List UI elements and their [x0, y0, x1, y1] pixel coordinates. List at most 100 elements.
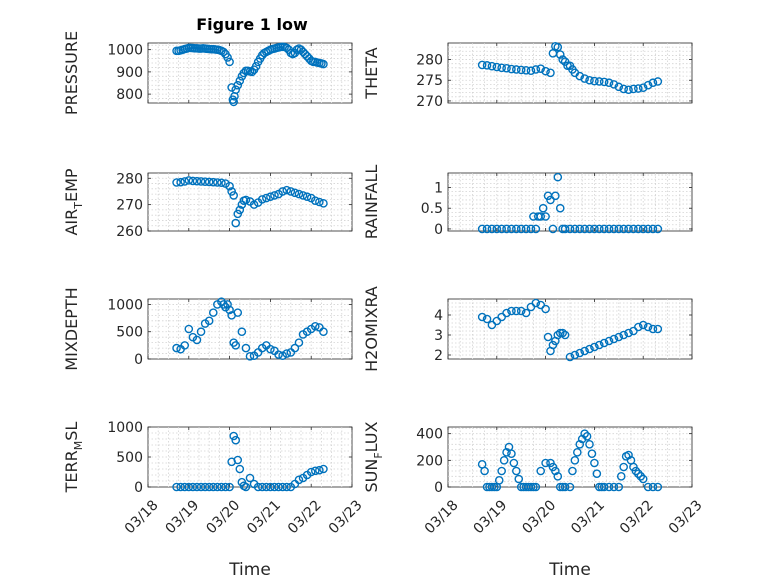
data-point	[629, 84, 638, 94]
y-tick-label: 400	[416, 427, 443, 443]
axes-box	[447, 426, 693, 488]
data-point	[541, 66, 550, 76]
y-tick-label: 2	[434, 348, 443, 364]
data-point	[257, 195, 267, 204]
data-point	[619, 84, 628, 94]
data-point	[310, 321, 320, 331]
data-point	[310, 466, 320, 476]
data-point	[290, 188, 300, 198]
data-point	[180, 177, 190, 186]
data-point	[270, 482, 279, 492]
data-point	[609, 224, 619, 234]
data-point	[512, 65, 521, 74]
data-point	[565, 482, 575, 492]
data-point	[648, 482, 658, 492]
y-tick-label: 900	[116, 65, 143, 81]
data-point	[565, 224, 575, 234]
data-point	[558, 55, 567, 64]
y-tick-label: 0.5	[421, 201, 443, 217]
data-point	[294, 189, 304, 199]
y-axis-label: H2OMIXRA	[362, 286, 381, 372]
data-point	[319, 464, 328, 474]
data-point	[223, 300, 232, 309]
data-point	[629, 224, 638, 234]
data-point	[634, 322, 643, 332]
y-tick-label: 0	[134, 480, 143, 496]
data-point	[208, 177, 218, 187]
y-tick-label: 270	[116, 198, 143, 214]
data-point	[638, 320, 648, 330]
data-point	[575, 71, 585, 81]
data-point	[624, 85, 633, 95]
x-axis-label: Time	[548, 560, 591, 580]
data-point	[619, 224, 628, 234]
data-point	[192, 482, 202, 492]
data-point	[634, 224, 643, 234]
data-point	[582, 432, 592, 441]
data-point	[482, 314, 492, 324]
data-point	[543, 332, 553, 342]
data-point	[233, 308, 243, 317]
data-point	[176, 177, 185, 187]
data-point	[594, 224, 604, 234]
data-point	[286, 187, 296, 196]
data-point	[614, 224, 624, 234]
data-point	[526, 66, 536, 76]
y-tick-label: 500	[116, 450, 143, 466]
y-tick-label: 3	[434, 328, 443, 344]
data-point	[516, 224, 526, 234]
data-point	[482, 61, 492, 70]
data-point	[477, 312, 487, 322]
y-tick-label: 1000	[107, 420, 143, 436]
data-point	[502, 224, 511, 234]
data-point	[221, 482, 230, 492]
data-point	[653, 224, 663, 234]
subplot-4: 0 0.5 1 RAINFALL	[362, 165, 693, 239]
data-point	[249, 200, 259, 209]
data-point	[551, 466, 560, 476]
data-point	[229, 97, 238, 107]
data-point	[604, 224, 614, 234]
data-point	[585, 344, 594, 354]
data-point	[315, 197, 324, 207]
data-point	[604, 482, 614, 492]
data-point	[585, 440, 594, 449]
data-point	[282, 43, 292, 53]
data-point	[480, 466, 489, 476]
data-point	[531, 482, 541, 492]
data-point	[229, 431, 238, 441]
data-point	[590, 224, 599, 234]
data-point	[614, 82, 624, 92]
data-point	[235, 76, 245, 86]
y-tick-label: 1000	[107, 297, 143, 313]
data-point	[587, 449, 597, 458]
data-point	[609, 334, 619, 344]
data-point	[585, 224, 594, 234]
data-point	[298, 191, 308, 200]
data-point	[192, 335, 202, 345]
data-point	[499, 456, 509, 465]
data-point	[624, 450, 633, 460]
data-point	[482, 224, 492, 234]
data-point	[492, 62, 502, 72]
y-tick-label: 1000	[107, 43, 143, 59]
data-point	[594, 482, 604, 492]
data-point	[514, 474, 524, 484]
subplot-5: 0 500 1000 MIXDEPTH	[62, 287, 353, 371]
data-point	[262, 193, 271, 203]
data-point	[575, 440, 585, 449]
x-axis-label: Time	[228, 560, 271, 580]
data-point	[512, 306, 521, 316]
data-point	[237, 327, 247, 337]
data-point	[208, 308, 218, 317]
data-point	[315, 465, 324, 475]
data-point	[231, 341, 241, 350]
data-point	[624, 224, 633, 234]
data-point	[614, 482, 624, 492]
x-tick-label: 03/22	[285, 497, 325, 537]
data-point	[204, 316, 214, 326]
data-point	[529, 482, 538, 492]
data-point	[231, 85, 241, 94]
data-point	[653, 77, 663, 86]
